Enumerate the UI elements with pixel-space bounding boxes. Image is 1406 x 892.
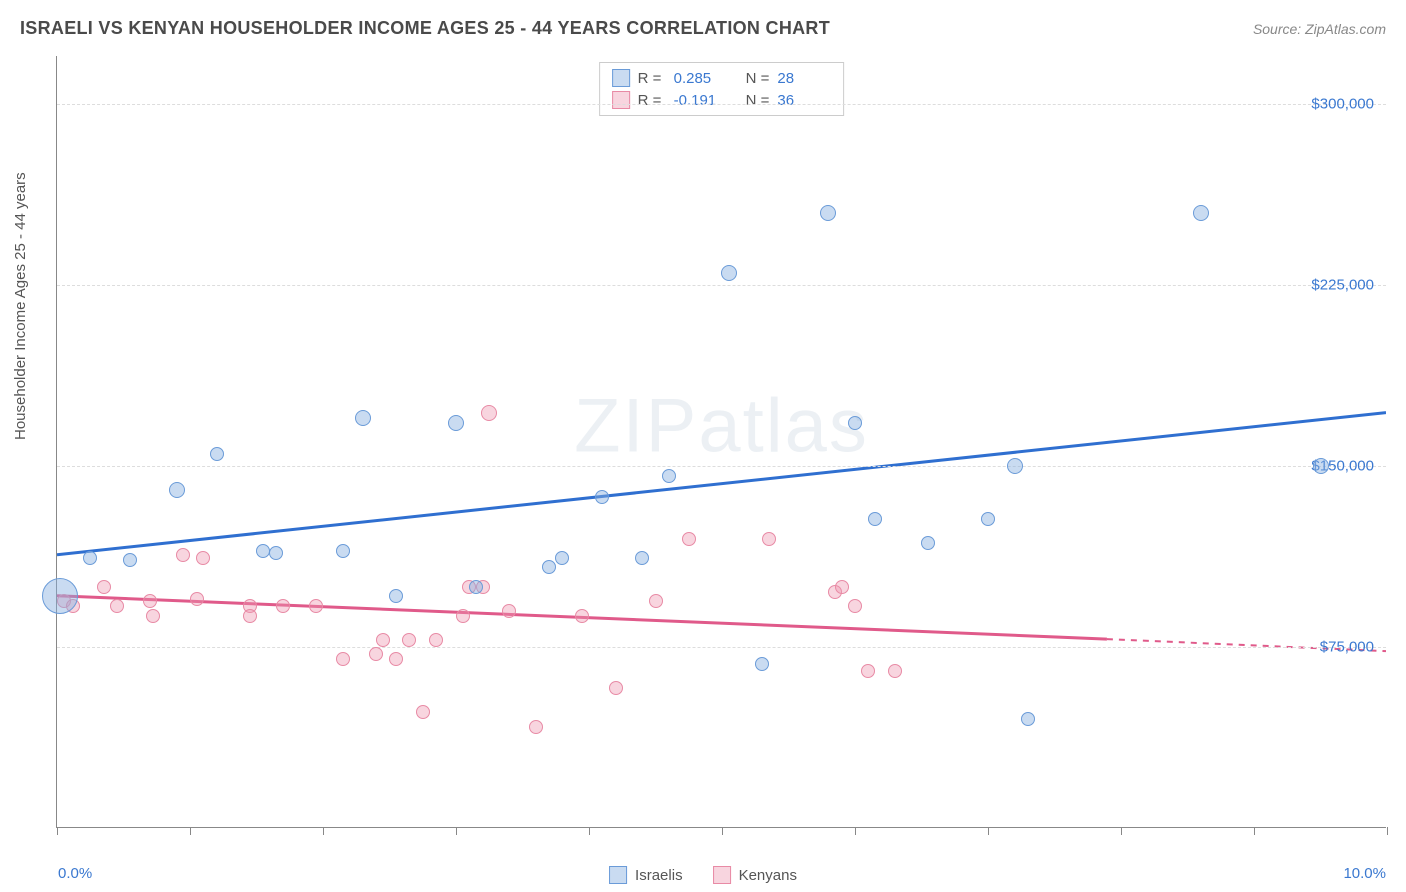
gridline — [57, 285, 1386, 286]
swatch-kenyans — [612, 91, 630, 109]
data-point-israeli — [210, 447, 224, 461]
data-point-israeli — [389, 589, 403, 603]
x-tick — [589, 827, 590, 835]
data-point-kenyan — [190, 592, 204, 606]
watermark: ZIPatlas — [574, 383, 869, 470]
data-point-israeli — [256, 544, 270, 558]
data-point-kenyan — [502, 604, 516, 618]
data-point-israeli — [921, 536, 935, 550]
data-point-israeli — [355, 410, 371, 426]
y-tick-label: $225,000 — [1311, 277, 1374, 294]
data-point-israeli — [1313, 458, 1329, 474]
data-point-israeli — [755, 657, 769, 671]
data-point-israeli — [721, 265, 737, 281]
legend-swatch-kenyans — [713, 866, 731, 884]
data-point-kenyan — [389, 652, 403, 666]
data-point-kenyan — [762, 532, 776, 546]
data-point-kenyan — [456, 609, 470, 623]
data-point-israeli — [662, 469, 676, 483]
y-axis-label: Householder Income Ages 25 - 44 years — [12, 172, 29, 440]
plot-area: ZIPatlas R = 0.285 N = 28 R = -0.191 N =… — [56, 56, 1386, 828]
legend-item-kenyans: Kenyans — [713, 866, 797, 884]
data-point-kenyan — [429, 633, 443, 647]
data-point-kenyan — [481, 405, 497, 421]
data-point-israeli — [42, 578, 78, 614]
x-tick — [1121, 827, 1122, 835]
title-bar: ISRAELI VS KENYAN HOUSEHOLDER INCOME AGE… — [20, 18, 1386, 39]
data-point-kenyan — [110, 599, 124, 613]
data-point-israeli — [595, 490, 609, 504]
data-point-israeli — [469, 580, 483, 594]
data-point-kenyan — [376, 633, 390, 647]
data-point-kenyan — [143, 594, 157, 608]
data-point-israeli — [981, 512, 995, 526]
gridline — [57, 104, 1386, 105]
data-point-kenyan — [861, 664, 875, 678]
data-point-kenyan — [369, 647, 383, 661]
data-point-israeli — [1007, 458, 1023, 474]
x-tick — [1387, 827, 1388, 835]
data-point-israeli — [83, 551, 97, 565]
stats-row-kenyans: R = -0.191 N = 36 — [612, 89, 832, 111]
data-point-israeli — [1021, 712, 1035, 726]
x-tick — [323, 827, 324, 835]
x-axis-min-label: 0.0% — [58, 865, 92, 882]
data-point-israeli — [448, 415, 464, 431]
x-axis-max-label: 10.0% — [1343, 865, 1386, 882]
data-point-israeli — [635, 551, 649, 565]
data-point-kenyan — [888, 664, 902, 678]
x-tick — [190, 827, 191, 835]
x-tick — [57, 827, 58, 835]
gridline — [57, 466, 1386, 467]
data-point-kenyan — [848, 599, 862, 613]
legend-swatch-israelis — [609, 866, 627, 884]
data-point-kenyan — [276, 599, 290, 613]
x-tick — [722, 827, 723, 835]
data-point-kenyan — [196, 551, 210, 565]
x-tick — [456, 827, 457, 835]
correlation-stats-box: R = 0.285 N = 28 R = -0.191 N = 36 — [599, 62, 845, 116]
data-point-kenyan — [835, 580, 849, 594]
data-point-israeli — [820, 205, 836, 221]
data-point-kenyan — [309, 599, 323, 613]
data-point-israeli — [336, 544, 350, 558]
data-point-kenyan — [336, 652, 350, 666]
stats-row-israelis: R = 0.285 N = 28 — [612, 67, 832, 89]
gridline — [57, 647, 1386, 648]
data-point-kenyan — [146, 609, 160, 623]
data-point-kenyan — [529, 720, 543, 734]
swatch-israelis — [612, 69, 630, 87]
legend: Israelis Kenyans — [609, 866, 797, 884]
x-tick — [988, 827, 989, 835]
data-point-israeli — [542, 560, 556, 574]
data-point-kenyan — [416, 705, 430, 719]
x-tick — [855, 827, 856, 835]
chart-title: ISRAELI VS KENYAN HOUSEHOLDER INCOME AGE… — [20, 18, 830, 39]
data-point-kenyan — [97, 580, 111, 594]
data-point-kenyan — [243, 609, 257, 623]
data-point-israeli — [555, 551, 569, 565]
data-point-kenyan — [649, 594, 663, 608]
y-tick-label: $300,000 — [1311, 96, 1374, 113]
data-point-israeli — [269, 546, 283, 560]
data-point-israeli — [169, 482, 185, 498]
y-tick-label: $75,000 — [1320, 639, 1374, 656]
data-point-kenyan — [682, 532, 696, 546]
x-tick — [1254, 827, 1255, 835]
data-point-israeli — [848, 416, 862, 430]
data-point-kenyan — [609, 681, 623, 695]
data-point-kenyan — [575, 609, 589, 623]
chart-svg — [57, 56, 1386, 827]
data-point-kenyan — [402, 633, 416, 647]
data-point-israeli — [868, 512, 882, 526]
data-point-kenyan — [176, 548, 190, 562]
data-point-israeli — [1193, 205, 1209, 221]
data-point-israeli — [123, 553, 137, 567]
source-attribution: Source: ZipAtlas.com — [1253, 21, 1386, 37]
legend-item-israelis: Israelis — [609, 866, 683, 884]
